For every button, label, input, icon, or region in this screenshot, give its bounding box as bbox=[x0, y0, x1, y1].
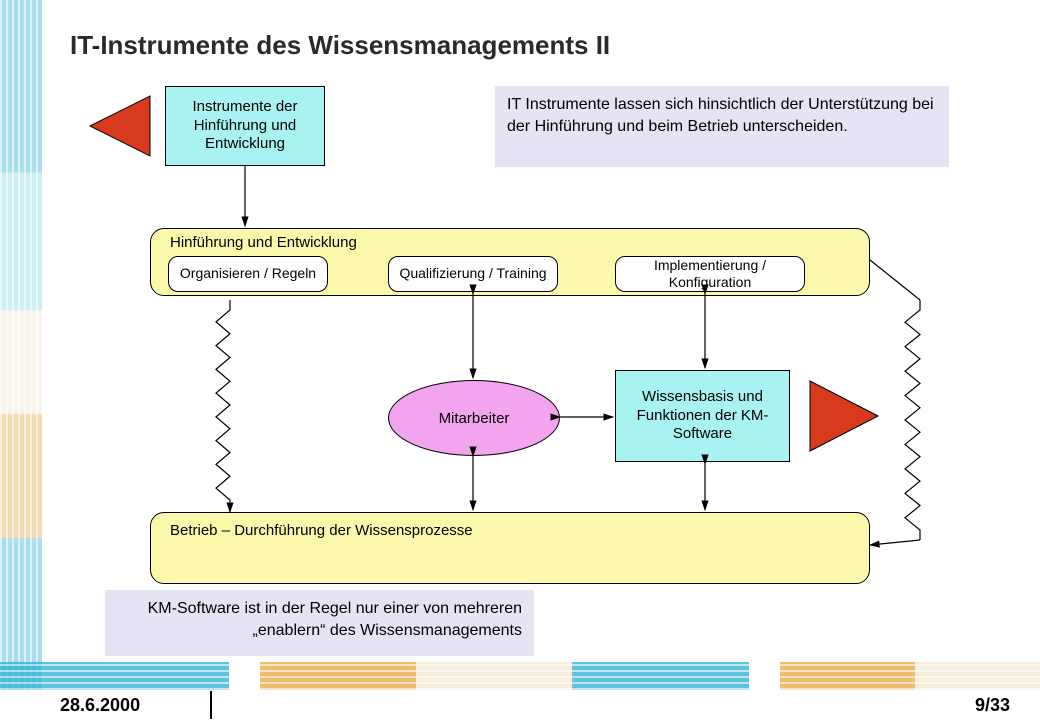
label-betrieb: Betrieb – Durchführung der Wissensprozes… bbox=[170, 522, 473, 539]
pill-qualifizierung: Qualifizierung / Training bbox=[388, 256, 558, 292]
pill-implementierung: Implementierung / Konfiguration bbox=[615, 256, 805, 292]
label-hinfuehrung-entwicklung: Hinführung und Entwicklung bbox=[170, 234, 357, 251]
pill-organisieren: Organisieren / Regeln bbox=[168, 256, 328, 292]
diagram-container: Instrumente der Hinführung und Entwicklu… bbox=[0, 0, 1040, 720]
footer-bar: 28.6.2000 9/33 bbox=[0, 690, 1040, 720]
callout-top: IT Instrumente lassen sich hinsichtlich … bbox=[495, 86, 949, 167]
ellipse-mitarbeiter: Mitarbeiter bbox=[388, 380, 560, 456]
box-instrumente-hinfuehrung: Instrumente der Hinführung und Entwicklu… bbox=[165, 86, 325, 166]
callout-bottom: KM-Software ist in der Regel nur einer v… bbox=[105, 590, 534, 656]
box-km-software: Wissensbasis und Funktionen der KM-Softw… bbox=[615, 370, 790, 462]
footer-separator bbox=[210, 691, 212, 719]
footer-date: 28.6.2000 bbox=[0, 690, 210, 720]
footer-page: 9/33 bbox=[975, 695, 1040, 716]
